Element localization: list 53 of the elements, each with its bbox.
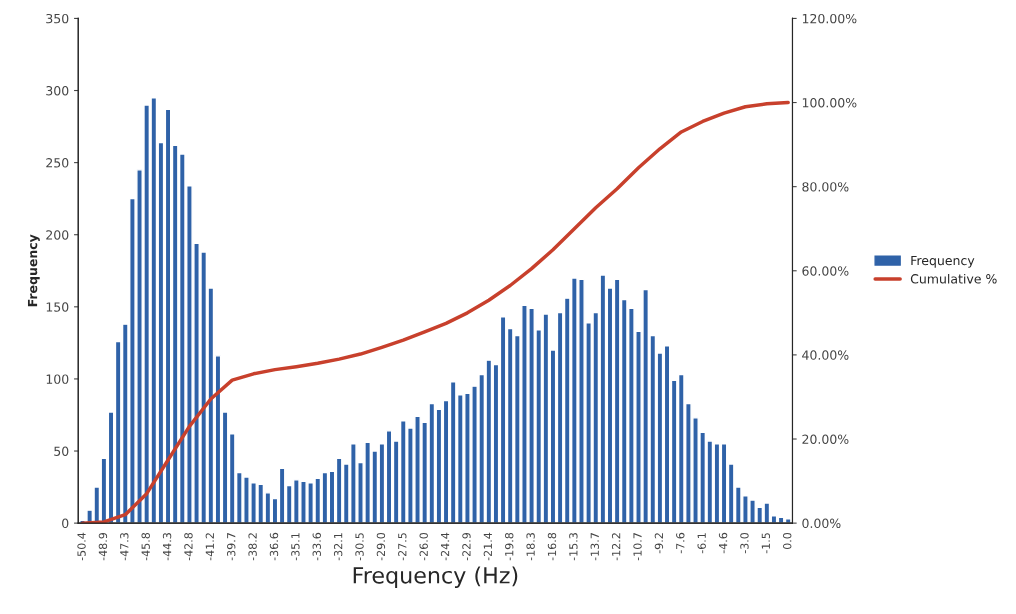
x-tick-label: -10.7	[633, 533, 642, 561]
x-tick-label: -1.5	[761, 533, 771, 554]
y-tick-label: 250	[46, 158, 69, 168]
y2-tick-label: 60.00%	[802, 266, 849, 276]
x-tick-label: -6.1	[697, 533, 706, 554]
x-tick-label: -35.1	[291, 533, 300, 561]
x-tick-label: -48.9	[98, 532, 108, 561]
x-tick-label: -45.8	[141, 532, 150, 561]
x-tick-label: 0.0	[783, 532, 792, 550]
y-tick-label: 300	[46, 85, 69, 96]
x-tick-label: -29.0	[376, 532, 386, 561]
y2-tick-label: 40.00%	[802, 350, 849, 360]
x-tick-label: -36.6	[269, 532, 279, 561]
y-tick-label: 100	[46, 374, 69, 384]
y-tick-label: 150	[46, 302, 69, 312]
x-tick-label: -9.2	[654, 533, 664, 554]
x-tick-label: -39.7	[227, 533, 236, 561]
x-tick-label: -44.3	[162, 533, 172, 561]
y-tick-label: 200	[46, 230, 69, 240]
x-tick-label: -47.3	[120, 533, 129, 561]
x-tick-label: -26.0	[419, 532, 428, 561]
y2-tick-label: 120.00%	[802, 13, 857, 24]
x-tick-label: -15.3	[569, 533, 578, 561]
x-tick-label: -27.5	[398, 533, 407, 561]
x-tick-label: -7.6	[676, 532, 685, 554]
x-tick-label: -4.6	[718, 532, 728, 554]
legend-label: Frequency	[911, 255, 975, 268]
x-tick-label: -32.1	[333, 533, 343, 561]
x-tick-label: -50.4	[77, 532, 86, 561]
x-tick-label: -33.6	[312, 532, 321, 561]
y2-tick-label: 0.00%	[802, 518, 841, 529]
y-axis-title: Frequency	[27, 234, 40, 307]
y-tick-label: 350	[46, 13, 69, 24]
y-tick-label: 0	[62, 518, 69, 529]
x-axis-title: Frequency (Hz)	[353, 566, 518, 588]
y2-tick-label: 100.00%	[802, 98, 857, 108]
x-tick-label: -13.7	[590, 533, 599, 561]
y-tick-label: 50	[54, 446, 69, 456]
x-tick-label: -38.2	[248, 533, 257, 561]
x-tick-label: -24.4	[440, 532, 450, 561]
legend-label: Cumulative %	[910, 273, 997, 284]
x-tick-label: -41.2	[205, 533, 214, 561]
x-tick-label: -19.8	[505, 532, 514, 561]
x-tick-label: -22.9	[462, 532, 471, 561]
x-tick-label: -18.3	[526, 533, 535, 561]
x-tick-label: -12.2	[611, 533, 621, 561]
x-tick-label: -16.8	[547, 532, 557, 561]
x-tick-label: -21.4	[483, 532, 492, 561]
y2-tick-label: 20.00%	[802, 434, 849, 444]
x-tick-label: -3.0	[740, 532, 749, 554]
x-tick-label: -42.8	[184, 532, 193, 561]
y2-tick-label: 80.00%	[802, 182, 849, 192]
x-tick-label: -30.5	[355, 533, 364, 561]
